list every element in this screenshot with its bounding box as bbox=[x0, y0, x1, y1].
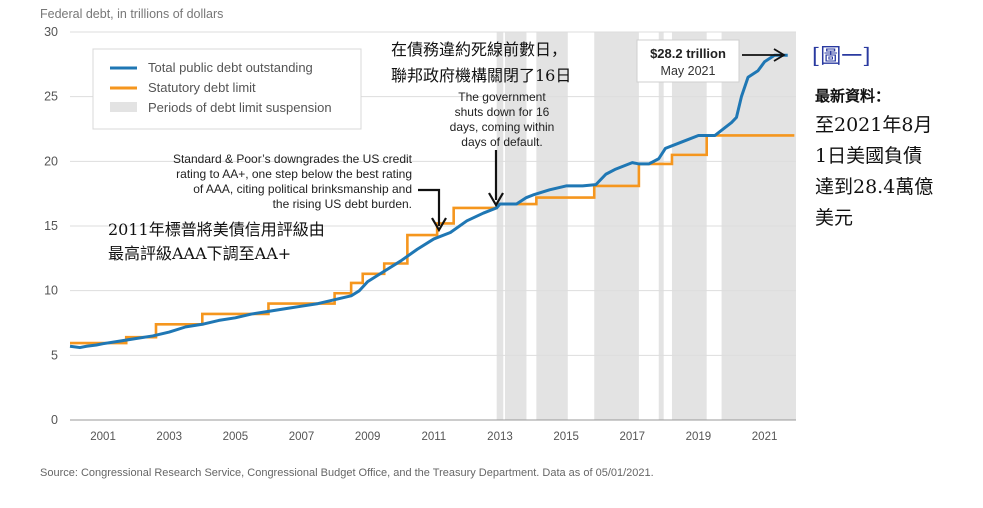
series-line-total-debt bbox=[69, 53, 788, 350]
annotation-downgrade-arrowhead bbox=[431, 217, 447, 233]
annotation-downgrade-line: rating to AA+, one step below the best r… bbox=[176, 167, 412, 181]
y-tick-label: 30 bbox=[44, 25, 58, 39]
gridlines bbox=[70, 31, 796, 421]
y-tick-label: 5 bbox=[51, 348, 58, 362]
callout-value: $28.2 trillion bbox=[650, 46, 726, 61]
x-tick-label: 2007 bbox=[289, 431, 315, 443]
latest-line: 美元 bbox=[815, 207, 853, 229]
latest-line: 1日美國負債 bbox=[815, 145, 922, 167]
series-line-debt-limit bbox=[70, 134, 795, 345]
x-tick-label: 2003 bbox=[156, 431, 182, 443]
legend-label-limit: Statutory debt limit bbox=[148, 80, 256, 95]
annotation-shutdown-line: The government bbox=[458, 90, 546, 104]
callout-date: May 2021 bbox=[661, 64, 716, 78]
annotation-shutdown-arrowhead bbox=[488, 192, 504, 208]
annotation-downgrade-arrow bbox=[418, 188, 441, 226]
annotation-shutdown-line: shuts down for 16 bbox=[455, 105, 550, 119]
legend-box bbox=[92, 48, 362, 130]
y-tick-label: 20 bbox=[44, 154, 58, 168]
latest-line: 至2021年8月 bbox=[815, 114, 932, 136]
callout-latest: $28.2 trillion May 2021 bbox=[636, 39, 786, 83]
x-tick-labels: 2001 2003 2005 2007 2009 2011 2013 2015 2017 2019… bbox=[90, 431, 777, 443]
x-tick-label: 2011 bbox=[421, 431, 446, 443]
annotation-downgrade-line: of AAA, citing political brinksmanship a… bbox=[193, 182, 412, 196]
y-tick-label: 10 bbox=[44, 284, 58, 298]
x-tick-label: 2017 bbox=[619, 431, 645, 443]
x-tick-label: 2013 bbox=[487, 431, 513, 443]
latest-heading: 最新資料： bbox=[815, 87, 890, 105]
annotation-downgrade-line: Standard & Poor’s downgrades the US cred… bbox=[173, 152, 413, 166]
x-tick-label: 2001 bbox=[90, 431, 116, 443]
callout-arrowhead bbox=[773, 48, 786, 62]
legend-label-debt: Total public debt outstanding bbox=[148, 60, 313, 75]
x-tick-label: 2009 bbox=[355, 431, 381, 443]
x-tick-label: 2021 bbox=[752, 431, 778, 443]
series-lines bbox=[69, 53, 795, 350]
y-tick-labels: 0 5 10 15 20 25 30 bbox=[44, 25, 58, 427]
legend-label-suspension: Periods of debt limit suspension bbox=[148, 100, 332, 115]
y-axis-label: Federal debt, in trillions of dollars bbox=[40, 7, 223, 21]
overlay-shutdown-line: 聯邦政府機構關閉了16日 bbox=[391, 66, 571, 85]
overlay-shutdown-line: 在債務違約死線前數日， bbox=[391, 40, 567, 59]
annotation-downgrade-line: the rising US debt burden. bbox=[273, 197, 412, 211]
figure-label: [圖一] bbox=[812, 44, 870, 68]
legend: Total public debt outstanding Statutory … bbox=[92, 48, 362, 130]
overlay-notes: 2011年標普將美債信用評級由 最高評級AAA下調至AA+ 在債務違約死線前數日… bbox=[108, 40, 933, 263]
callout-box bbox=[636, 39, 740, 83]
y-tick-label: 0 bbox=[51, 413, 58, 427]
overlay-downgrade-line: 2011年標普將美債信用評級由 bbox=[108, 220, 325, 239]
annotation-shutdown-line: days of default. bbox=[461, 135, 542, 149]
x-tick-label: 2019 bbox=[686, 431, 712, 443]
x-tick-label: 2015 bbox=[553, 431, 579, 443]
y-tick-label: 25 bbox=[44, 90, 58, 104]
x-tick-label: 2005 bbox=[223, 431, 249, 443]
annotation-shutdown: The government shuts down for 16 days, c… bbox=[450, 90, 555, 208]
source-note: Source: Congressional Research Service, … bbox=[40, 467, 654, 479]
legend-swatch-suspension bbox=[110, 102, 137, 112]
overlay-downgrade-line: 最高評級AAA下調至AA+ bbox=[108, 244, 291, 263]
y-tick-label: 15 bbox=[44, 219, 58, 233]
annotation-downgrade: Standard & Poor’s downgrades the US cred… bbox=[173, 152, 447, 233]
annotation-shutdown-line: days, coming within bbox=[450, 120, 555, 134]
latest-line: 達到28.4萬億 bbox=[815, 176, 933, 198]
